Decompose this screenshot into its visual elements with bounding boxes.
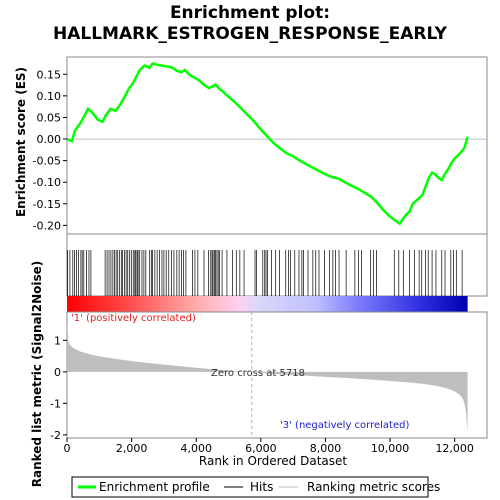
es-y-tick-label: 0.05	[37, 111, 62, 124]
metric-y-tick-label: 0	[54, 366, 61, 379]
es-y-tick-label: 0.00	[37, 133, 62, 146]
negative-correlation-label: '3' (negatively correlated)	[280, 420, 409, 431]
metric-y-tick-label: -2	[50, 429, 61, 442]
hit-lines	[67, 250, 463, 296]
legend-box	[71, 476, 429, 498]
es-y-axis: -0.20 -0.15 -0.10 -0.05 0.00 0.05 0.10 0.15	[33, 68, 487, 232]
metric-y-axis-label: Ranked list metric (Signal2Noise)	[30, 261, 44, 488]
x-tick-label: 6,000	[245, 442, 277, 455]
metric-area	[67, 323, 468, 432]
metric-y-axis: -2 -1 0 1	[50, 334, 67, 442]
x-tick-label: 10,000	[371, 442, 410, 455]
zero-cross-label: Zero cross at 5718	[211, 368, 305, 379]
es-y-axis-label: Enrichment score (ES)	[14, 67, 28, 217]
es-y-tick-label: -0.20	[33, 219, 61, 232]
legend-hits-label: Hits	[250, 480, 273, 494]
ranking-color-bar	[67, 296, 468, 312]
positive-correlation-label: '1' (positively correlated)	[71, 313, 196, 324]
legend: Enrichment profile Hits Ranking metric s…	[71, 476, 440, 498]
x-tick-label: 0	[64, 442, 71, 455]
metric-panel: -2 -1 0 1 '1' (positively correlated) Zero …	[30, 261, 488, 488]
x-axis: 0 2,000 4,000 6,000 8,000 10,000 12,000	[64, 438, 474, 455]
x-axis-label: Rank in Ordered Dataset	[199, 454, 347, 468]
es-y-tick-label: 0.15	[37, 68, 62, 81]
x-tick-label: 12,000	[435, 442, 474, 455]
chart-title-line2: HALLMARK_ESTROGEN_RESPONSE_EARLY	[53, 24, 448, 44]
es-y-tick-label: -0.10	[33, 176, 61, 189]
metric-y-tick-label: -1	[50, 397, 61, 410]
x-tick-label: 2,000	[116, 442, 148, 455]
es-panel: -0.20 -0.15 -0.10 -0.05 0.00 0.05 0.10 0.15 Enr…	[14, 56, 488, 235]
legend-ranking-label: Ranking metric scores	[307, 480, 440, 494]
es-curve	[66, 62, 469, 226]
es-y-tick-label: -0.15	[33, 198, 61, 211]
x-tick-label: 8,000	[310, 442, 342, 455]
metric-y-tick-label: 1	[54, 334, 61, 347]
color-bar-gradient	[67, 296, 468, 312]
chart-title-line1: Enrichment plot:	[170, 3, 330, 23]
es-y-tick-label: 0.10	[37, 90, 62, 103]
hits-panel	[66, 233, 488, 297]
x-tick-label: 4,000	[180, 442, 212, 455]
legend-es-label: Enrichment profile	[99, 480, 210, 494]
es-y-tick-label: -0.05	[33, 155, 61, 168]
